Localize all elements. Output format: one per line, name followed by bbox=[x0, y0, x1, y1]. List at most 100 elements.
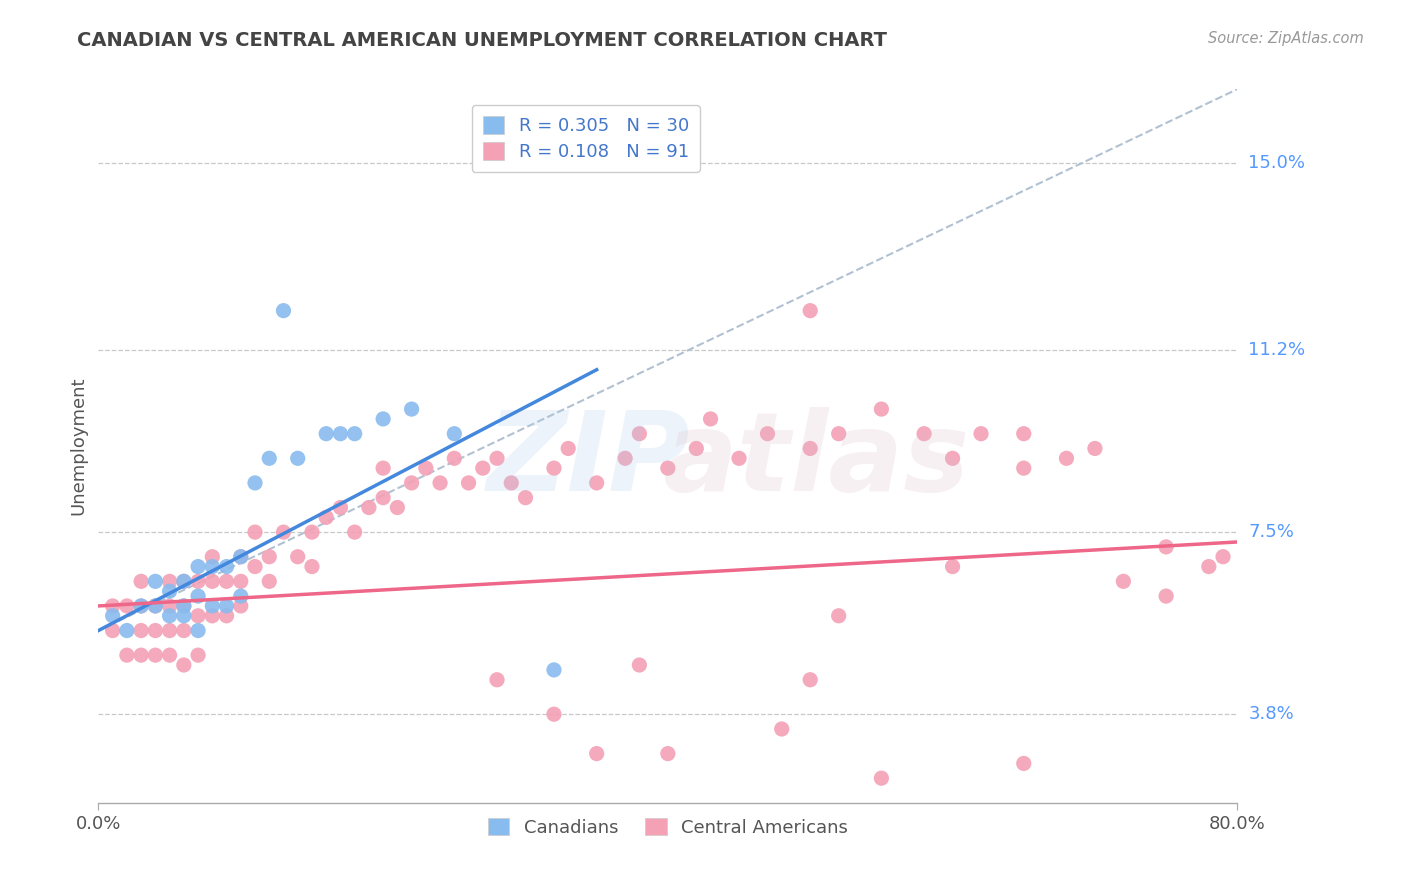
Point bbox=[145, 599, 167, 613]
Point bbox=[315, 426, 337, 441]
Point bbox=[173, 574, 195, 589]
Point bbox=[259, 451, 281, 466]
Point bbox=[628, 658, 651, 673]
Text: 7.5%: 7.5% bbox=[1249, 523, 1295, 541]
Point bbox=[585, 475, 607, 490]
Point bbox=[187, 574, 209, 589]
Point bbox=[543, 461, 565, 475]
Point bbox=[685, 442, 707, 456]
Point bbox=[129, 574, 152, 589]
Point bbox=[315, 510, 337, 524]
Point bbox=[343, 426, 366, 441]
Point bbox=[457, 475, 479, 490]
Point bbox=[145, 599, 167, 613]
Point bbox=[173, 658, 195, 673]
Point bbox=[942, 451, 965, 466]
Point bbox=[159, 648, 181, 662]
Point bbox=[429, 475, 451, 490]
Point bbox=[373, 491, 395, 505]
Point bbox=[387, 500, 409, 515]
Point bbox=[301, 559, 323, 574]
Point bbox=[159, 608, 181, 623]
Point bbox=[201, 574, 224, 589]
Point bbox=[173, 608, 195, 623]
Point bbox=[329, 500, 352, 515]
Point bbox=[145, 648, 167, 662]
Point bbox=[515, 491, 537, 505]
Point bbox=[145, 624, 167, 638]
Point bbox=[287, 451, 309, 466]
Point bbox=[201, 608, 224, 623]
Point bbox=[799, 442, 821, 456]
Point bbox=[1112, 574, 1135, 589]
Point bbox=[215, 559, 238, 574]
Point bbox=[215, 599, 238, 613]
Point bbox=[799, 673, 821, 687]
Text: 11.2%: 11.2% bbox=[1249, 341, 1306, 359]
Point bbox=[173, 599, 195, 613]
Point bbox=[443, 426, 465, 441]
Point bbox=[828, 608, 851, 623]
Point bbox=[129, 624, 152, 638]
Point bbox=[229, 599, 252, 613]
Point bbox=[301, 525, 323, 540]
Point bbox=[259, 574, 281, 589]
Point bbox=[657, 747, 679, 761]
Point bbox=[173, 574, 195, 589]
Point bbox=[471, 461, 494, 475]
Point bbox=[557, 442, 579, 456]
Point bbox=[187, 589, 209, 603]
Point bbox=[543, 663, 565, 677]
Point bbox=[1154, 540, 1177, 554]
Point bbox=[343, 525, 366, 540]
Point bbox=[543, 707, 565, 722]
Point bbox=[115, 624, 138, 638]
Point bbox=[1012, 426, 1035, 441]
Point bbox=[699, 412, 721, 426]
Point bbox=[201, 549, 224, 564]
Point bbox=[273, 525, 295, 540]
Point bbox=[585, 747, 607, 761]
Legend: Canadians, Central Americans: Canadians, Central Americans bbox=[481, 811, 855, 844]
Point bbox=[229, 574, 252, 589]
Text: 15.0%: 15.0% bbox=[1249, 154, 1305, 172]
Point bbox=[870, 771, 893, 785]
Point bbox=[1198, 559, 1220, 574]
Point bbox=[728, 451, 751, 466]
Point bbox=[486, 673, 509, 687]
Point bbox=[101, 599, 124, 613]
Point bbox=[870, 402, 893, 417]
Point bbox=[357, 500, 380, 515]
Point bbox=[187, 608, 209, 623]
Text: atlas: atlas bbox=[662, 407, 970, 514]
Point bbox=[799, 303, 821, 318]
Text: Source: ZipAtlas.com: Source: ZipAtlas.com bbox=[1208, 31, 1364, 46]
Point bbox=[401, 402, 423, 417]
Point bbox=[486, 451, 509, 466]
Point bbox=[145, 574, 167, 589]
Point bbox=[628, 426, 651, 441]
Point bbox=[657, 461, 679, 475]
Point bbox=[173, 599, 195, 613]
Point bbox=[229, 549, 252, 564]
Point bbox=[215, 574, 238, 589]
Point bbox=[770, 722, 793, 736]
Point bbox=[101, 608, 124, 623]
Point bbox=[329, 426, 352, 441]
Point bbox=[373, 461, 395, 475]
Point bbox=[159, 624, 181, 638]
Point bbox=[159, 599, 181, 613]
Point bbox=[1012, 461, 1035, 475]
Point bbox=[215, 608, 238, 623]
Text: CANADIAN VS CENTRAL AMERICAN UNEMPLOYMENT CORRELATION CHART: CANADIAN VS CENTRAL AMERICAN UNEMPLOYMEN… bbox=[77, 31, 887, 50]
Point bbox=[101, 624, 124, 638]
Point bbox=[1154, 589, 1177, 603]
Point bbox=[1212, 549, 1234, 564]
Point bbox=[201, 559, 224, 574]
Point bbox=[443, 451, 465, 466]
Text: ZIP: ZIP bbox=[486, 407, 690, 514]
Point bbox=[614, 451, 637, 466]
Point bbox=[159, 574, 181, 589]
Point bbox=[243, 475, 266, 490]
Point bbox=[1084, 442, 1107, 456]
